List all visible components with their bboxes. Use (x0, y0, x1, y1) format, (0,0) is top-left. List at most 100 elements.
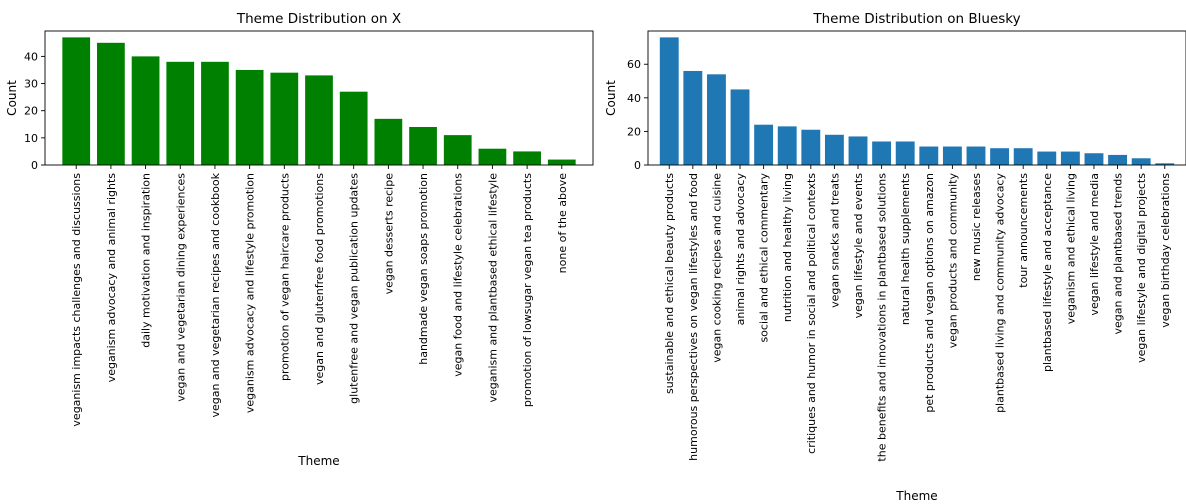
bar (270, 72, 299, 165)
x-ticks: sustainable and ethical beauty products h… (663, 165, 1172, 462)
bar (754, 124, 774, 165)
x-tick-label: veganism impacts challenges and discussi… (70, 173, 83, 427)
x-tick-label: animal rights and advocacy (734, 173, 747, 326)
y-tick-label: 10 (24, 132, 38, 145)
x-tick-label: vegan food and lifestyle celebrations (452, 173, 465, 377)
x-tick-label: vegan and plantbased trends (1112, 173, 1125, 335)
bar (478, 148, 507, 165)
x-tick-label: vegan lifestyle and digital projects (1135, 173, 1148, 363)
bar (339, 91, 368, 165)
x-tick-label: vegan snacks and treats (828, 173, 841, 308)
bar (1013, 148, 1033, 165)
bar (895, 141, 915, 165)
bar (409, 126, 437, 165)
x-tick-label: veganism advocacy and lifestyle promotio… (244, 173, 257, 413)
bar (966, 146, 986, 165)
x-tick-label: vegan lifestyle and events (852, 173, 865, 319)
x-tick-label: new music releases (970, 173, 983, 281)
bar (443, 135, 472, 165)
y-tick-label: 20 (627, 125, 641, 138)
x-axis-label: Theme (297, 454, 339, 468)
x-tick-label: vegan birthday celebrations (1159, 173, 1172, 328)
plot-frame (647, 30, 1186, 166)
bar (62, 37, 91, 165)
bar (1131, 158, 1151, 165)
x-tick-label: vegan cooking recipes and cuisine (710, 173, 723, 363)
bar (97, 42, 125, 165)
bar (547, 159, 576, 165)
bar (824, 134, 844, 165)
y-axis-label: Count (5, 80, 19, 116)
bar (1060, 151, 1080, 165)
x-tick-label: vegan products and community (946, 173, 959, 349)
bar (166, 61, 195, 165)
x-tick-label: none of the above (556, 173, 569, 274)
x-axis-label: Theme (895, 489, 937, 503)
x-tick-label: vegan and vegetarian recipes and cookboo… (209, 172, 222, 417)
chart-title: Theme Distribution on X (236, 11, 401, 27)
x-tick-label: social and ethical commentary (758, 173, 771, 343)
bar (513, 151, 541, 165)
x-tick-label: pet products and vegan options on amazon (923, 173, 936, 413)
x-tick-label: humorous perspectives on vegan lifestyle… (687, 173, 700, 461)
y-tick-label: 40 (627, 92, 641, 105)
x-tick-label: veganism advocacy and animal rights (105, 173, 118, 383)
bar (1155, 163, 1175, 165)
x-tick-label: promotion of vegan haircare products (278, 173, 291, 381)
bar (305, 75, 333, 165)
bar (1037, 151, 1057, 165)
x-tick-label: plantbased living and community advocacy (994, 173, 1007, 413)
bar (919, 146, 939, 165)
x-tick-label: natural health supplements (899, 173, 912, 325)
bar (683, 70, 703, 165)
bar (235, 69, 264, 165)
y-axis-label: Count (604, 80, 618, 116)
x-tick-label: veganism and ethical living (1064, 173, 1077, 324)
x-tick-label: plantbased lifestyle and acceptance (1041, 173, 1054, 372)
chart-title: Theme Distribution on Bluesky (812, 11, 1020, 27)
bar (131, 56, 160, 165)
bar (990, 148, 1010, 165)
x-tick-label: veganism and plantbased ethical lifestyl… (486, 173, 499, 403)
x-tick-label: promotion of lowsugar vegan tea products (521, 173, 534, 407)
x-tick-label: nutrition and healthy living (781, 173, 794, 322)
bar (1084, 153, 1104, 165)
bar (706, 74, 726, 165)
chart-bluesky: Theme Distribution on Bluesky 0 20 40 60 su… (604, 11, 1186, 503)
y-tick-label: 60 (627, 58, 641, 71)
y-ticks: 0 20 40 60 (627, 58, 648, 172)
x-tick-label: vegan lifestyle and media (1088, 173, 1101, 316)
bar (942, 146, 962, 165)
x-tick-label: vegan and vegetarian dining experiences (174, 173, 187, 402)
x-tick-label: daily motivation and inspiration (140, 173, 153, 348)
chart-x: Theme Distribution on X 0 10 20 30 40 vegani… (5, 11, 594, 468)
y-tick-label: 0 (31, 159, 38, 172)
x-tick-label: critiques and humor in social and politi… (805, 173, 818, 454)
bar (1108, 154, 1128, 165)
y-tick-label: 0 (634, 159, 641, 172)
y-tick-label: 20 (24, 105, 38, 118)
bar (201, 61, 229, 165)
y-tick-label: 40 (24, 50, 38, 63)
bar (374, 118, 403, 165)
x-tick-label: tour announcements (1017, 173, 1030, 288)
y-ticks: 0 10 20 30 40 (24, 50, 45, 172)
bar (730, 89, 750, 165)
bars (659, 37, 1175, 165)
bar (777, 126, 797, 165)
y-tick-label: 30 (24, 78, 38, 91)
x-tick-label: handmade vegan soaps promotion (417, 173, 430, 365)
x-tick-label: glutenfree and vegan publication updates (348, 173, 361, 404)
bars (62, 37, 576, 165)
bar (872, 141, 892, 165)
x-tick-label: vegan and glutenfree food promotions (313, 173, 326, 385)
bar (659, 37, 679, 165)
bar (801, 129, 821, 165)
x-ticks: veganism impacts challenges and discussi… (70, 165, 569, 427)
bar (848, 136, 868, 165)
plot-frame (44, 30, 594, 166)
x-tick-label: sustainable and ethical beauty products (663, 173, 676, 394)
x-tick-label: vegan desserts recipe (382, 173, 395, 295)
x-tick-label: the benefits and innovations in plantbas… (876, 173, 889, 462)
